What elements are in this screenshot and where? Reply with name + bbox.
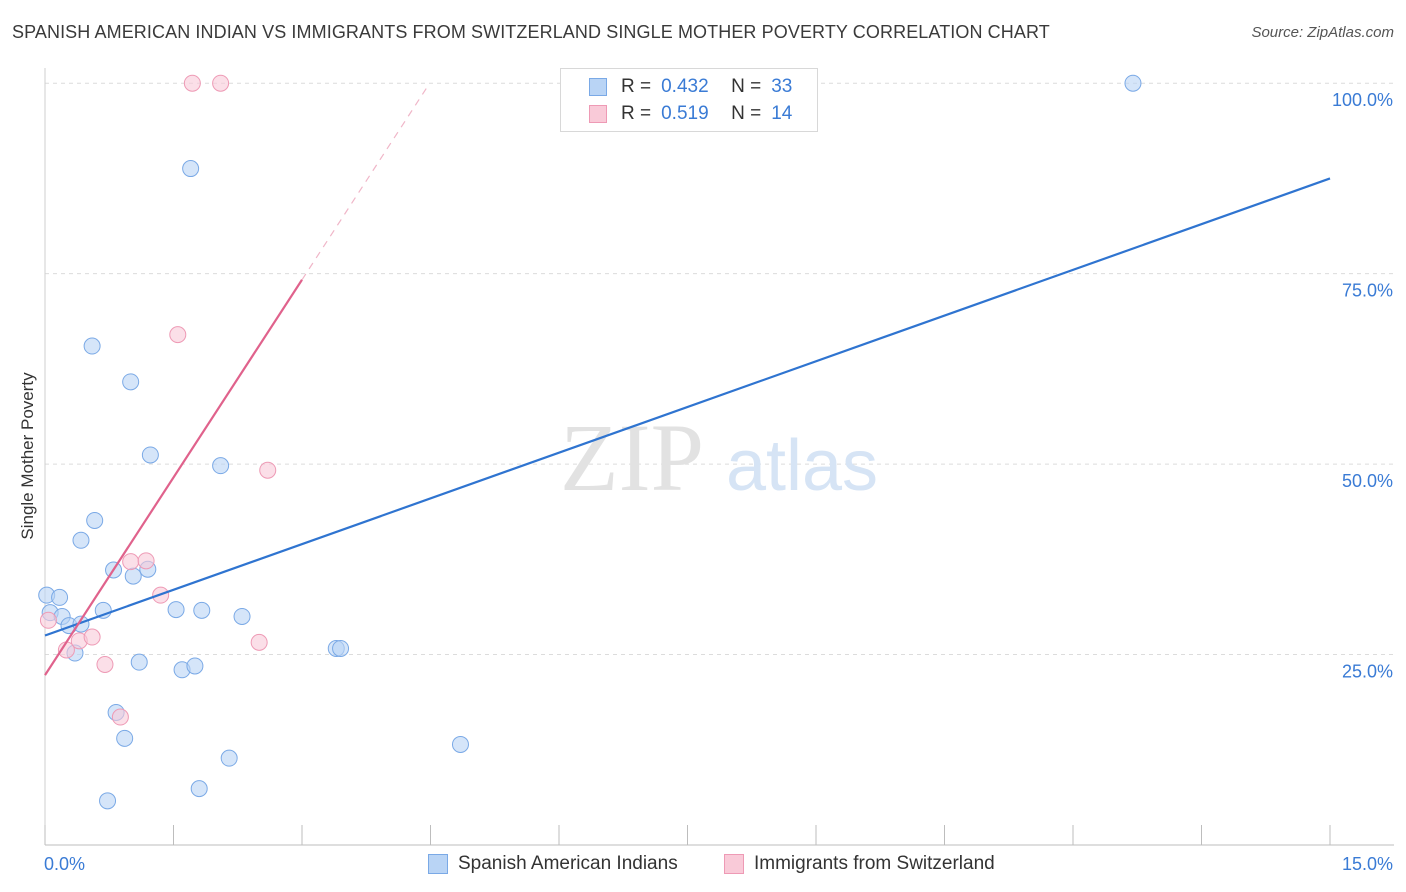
- point-spanish-american-indians: [124, 567, 142, 585]
- legend-r-value: 0.519: [661, 103, 709, 124]
- trend-line-spanish-american-indians: [44, 177, 1331, 637]
- point-spanish-american-indians: [122, 373, 140, 391]
- bottom-legend-swatch-blue: [428, 854, 448, 874]
- legend-n-value: 14: [771, 103, 793, 124]
- point-spanish-american-indians: [141, 446, 159, 464]
- bottom-legend-swatch-pink: [724, 854, 744, 874]
- point-spanish-american-indians: [167, 601, 185, 619]
- point-spanish-american-indians: [83, 337, 101, 355]
- watermark-zip: ZIP: [560, 404, 704, 511]
- point-immigrants-from-switzerland: [183, 74, 201, 92]
- point-spanish-american-indians: [190, 780, 208, 798]
- point-spanish-american-indians: [233, 607, 251, 625]
- point-spanish-american-indians: [99, 792, 117, 810]
- point-immigrants-from-switzerland: [137, 552, 155, 570]
- point-spanish-american-indians: [72, 531, 90, 549]
- grid-layer: [45, 82, 1394, 656]
- point-spanish-american-indians: [186, 657, 204, 675]
- point-spanish-american-indians: [212, 457, 230, 475]
- legend-row-immigrants-from-switzerland: R = 0.519 N = 14: [589, 102, 792, 126]
- bottom-legend-item-immigrants-from-switzerland: Immigrants from Switzerland: [724, 852, 995, 876]
- y-tick-label: 25.0%: [1342, 662, 1393, 682]
- legend-row-spanish-american-indians: R = 0.432 N = 33: [589, 75, 792, 99]
- point-spanish-american-indians: [182, 160, 200, 178]
- legend-r-label: R =: [621, 103, 652, 124]
- point-spanish-american-indians: [72, 615, 90, 633]
- chart-title: SPANISH AMERICAN INDIAN VS IMMIGRANTS FR…: [12, 22, 1050, 42]
- legend-r-label: R =: [621, 76, 652, 97]
- point-spanish-american-indians: [116, 729, 134, 747]
- watermark: ZIP atlas: [560, 404, 878, 511]
- bottom-legend-label: Spanish American Indians: [458, 853, 678, 874]
- point-spanish-american-indians: [51, 588, 69, 606]
- legend-n-label: N =: [731, 103, 762, 124]
- point-spanish-american-indians: [193, 601, 211, 619]
- bottom-legend-label: Immigrants from Switzerland: [754, 853, 995, 874]
- trend-extension-immigrants-from-switzerland: [301, 88, 427, 281]
- point-immigrants-from-switzerland: [39, 611, 57, 629]
- bottom-legend-item-spanish-american-indians: Spanish American Indians: [428, 852, 678, 876]
- point-spanish-american-indians: [220, 749, 238, 767]
- y-tick-label: 100.0%: [1332, 90, 1393, 110]
- x-tick-label-max: 15.0%: [1342, 854, 1393, 874]
- source-note: Source: ZipAtlas.com: [1251, 24, 1394, 41]
- tick-label-layer: 25.0% 50.0% 75.0% 100.0% 0.0% 15.0%: [44, 90, 1393, 874]
- legend-swatch-pink: [589, 105, 607, 123]
- point-spanish-american-indians: [451, 735, 469, 753]
- points-layer: [38, 74, 1142, 810]
- point-immigrants-from-switzerland: [122, 553, 140, 571]
- trend-layer: [44, 88, 1331, 676]
- point-spanish-american-indians: [332, 639, 350, 657]
- point-immigrants-from-switzerland: [169, 326, 187, 344]
- point-spanish-american-indians: [130, 653, 148, 671]
- axes-layer: [44, 68, 1394, 846]
- point-immigrants-from-switzerland: [111, 708, 129, 726]
- legend-n-value: 33: [771, 76, 793, 97]
- point-spanish-american-indians: [1124, 74, 1142, 92]
- point-immigrants-from-switzerland: [212, 74, 230, 92]
- point-immigrants-from-switzerland: [259, 461, 277, 479]
- legend-r-value: 0.432: [661, 76, 709, 97]
- legend-n-label: N =: [731, 76, 762, 97]
- legend-swatch-blue: [589, 78, 607, 96]
- correlation-legend: R = 0.432 N = 33 R = 0.519 N = 14: [560, 68, 818, 132]
- point-immigrants-from-switzerland: [83, 628, 101, 646]
- x-tick-label-min: 0.0%: [44, 854, 85, 874]
- watermark-atlas: atlas: [726, 426, 878, 506]
- trend-line-immigrants-from-switzerland: [44, 279, 303, 676]
- y-tick-label: 50.0%: [1342, 471, 1393, 491]
- y-tick-label: 75.0%: [1342, 281, 1393, 301]
- point-immigrants-from-switzerland: [250, 633, 268, 651]
- point-spanish-american-indians: [86, 511, 104, 529]
- point-immigrants-from-switzerland: [96, 655, 114, 673]
